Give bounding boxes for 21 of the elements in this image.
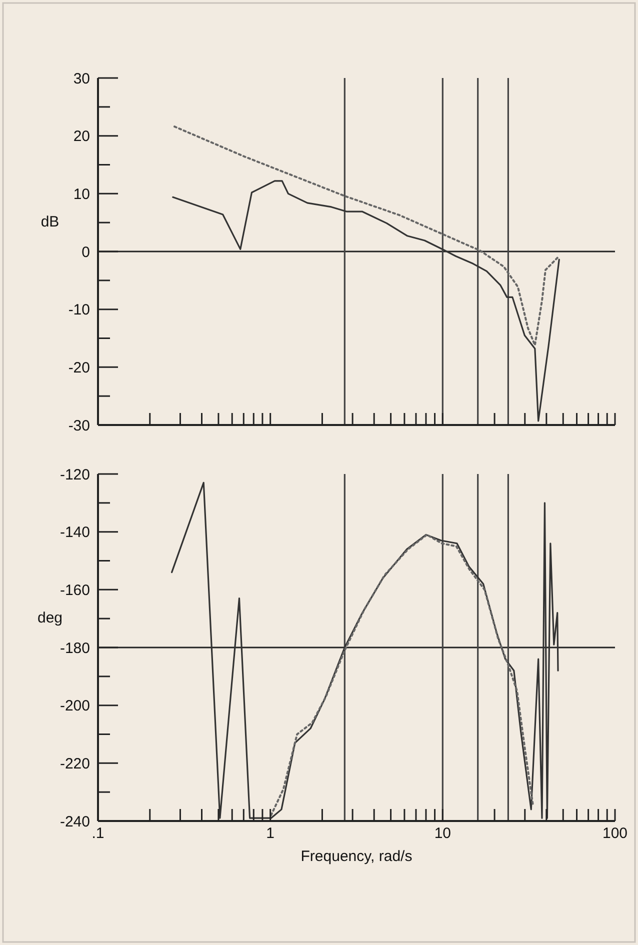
y-tick-label: 20 bbox=[73, 128, 90, 146]
y-tick-label: -160 bbox=[60, 582, 90, 599]
y-axis-title: deg bbox=[37, 610, 63, 626]
y-tick-label: -10 bbox=[68, 302, 90, 319]
x-tick-label: 10 bbox=[434, 825, 452, 842]
y-tick-label: -220 bbox=[60, 755, 90, 772]
y-tick-label: 10 bbox=[73, 186, 90, 203]
x-tick-label: .1 bbox=[92, 825, 104, 842]
y-tick-label: -240 bbox=[60, 813, 90, 830]
x-tick-label: 1 bbox=[266, 825, 275, 842]
y-tick-label: -20 bbox=[68, 359, 90, 376]
y-tick-label: -200 bbox=[60, 698, 90, 715]
x-tick-label: 100 bbox=[602, 825, 628, 842]
y-axis-title: dB bbox=[40, 214, 60, 230]
y-tick-label: -120 bbox=[60, 466, 90, 484]
y-tick-label: 0 bbox=[82, 244, 90, 261]
y-tick-label: 30 bbox=[73, 70, 90, 88]
y-tick-label: -30 bbox=[68, 417, 90, 434]
y-tick-label: -180 bbox=[60, 640, 90, 657]
x-axis-title: Frequency, rad/s bbox=[300, 848, 412, 865]
y-tick-label: -140 bbox=[60, 524, 90, 542]
